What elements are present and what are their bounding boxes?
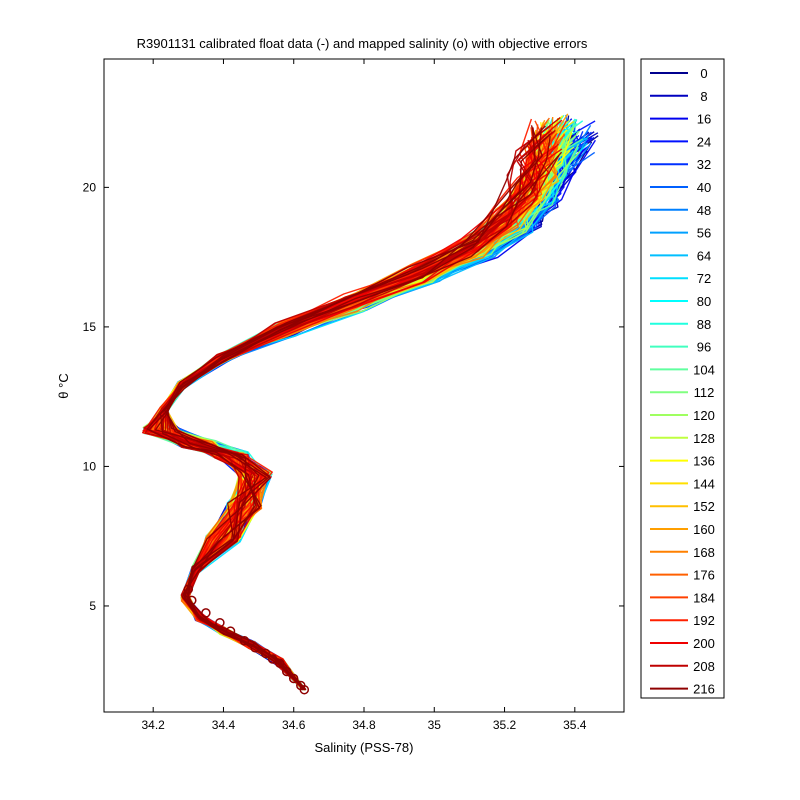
legend-label: 184	[693, 590, 715, 605]
y-axis-label: θ °C	[56, 373, 71, 398]
legend-label: 64	[697, 248, 711, 263]
legend-label: 56	[697, 226, 711, 241]
mapped-salinity-marker	[274, 658, 285, 668]
legend-label: 200	[693, 636, 715, 651]
x-axis-label: Salinity (PSS-78)	[315, 740, 414, 755]
mapped-salinity-marker	[250, 643, 260, 653]
legend-label: 192	[693, 613, 715, 628]
mapped-salinity-marker	[260, 648, 271, 659]
legend-label: 128	[693, 431, 715, 446]
x-tick-label: 34.8	[352, 718, 376, 732]
x-tick-label: 34.6	[282, 718, 306, 732]
legend-label: 72	[697, 271, 711, 286]
mapped-salinity-marker	[288, 673, 299, 684]
legend-box	[640, 58, 725, 699]
legend-label: 40	[697, 180, 711, 195]
mapped-salinity-marker	[296, 680, 306, 691]
mapped-salinity-markers	[183, 584, 310, 695]
profile-line	[163, 136, 551, 691]
mapped-salinity-marker	[183, 584, 194, 594]
x-tick-label: 35.4	[563, 718, 587, 732]
legend-label: 152	[693, 499, 715, 514]
y-tick-label: 5	[89, 599, 96, 613]
mapped-salinity-marker	[239, 636, 250, 646]
legend-label: 96	[697, 340, 711, 355]
mapped-salinity-marker	[225, 626, 236, 636]
legend: 0 8 16 24 32 40 48 56 64 72 80 88 96 104 112 120 128 136 1…	[650, 66, 715, 697]
x-tick-label: 34.2	[142, 718, 166, 732]
mapped-salinity-marker	[281, 666, 292, 677]
mapped-salinity-marker	[267, 654, 278, 664]
legend-label: 48	[697, 203, 711, 218]
legend-label: 104	[693, 362, 715, 377]
legend-label: 144	[693, 476, 715, 491]
x-tick-label: 35.2	[493, 718, 517, 732]
profile-lines	[141, 113, 599, 691]
x-axis: 34.2 34.4 34.6 34.8 35 35.2 35.4	[142, 59, 587, 732]
legend-label: 120	[693, 408, 715, 423]
legend-label: 80	[697, 294, 711, 309]
mapped-salinity-marker	[215, 617, 225, 628]
chart-title: R3901131 calibrated float data (-) and m…	[137, 36, 588, 51]
mapped-salinity-marker	[201, 608, 211, 618]
y-tick-label: 20	[83, 180, 97, 194]
legend-label: 176	[693, 568, 715, 583]
legend-label: 32	[697, 157, 711, 172]
x-tick-label: 35	[428, 718, 442, 732]
mapped-salinity-marker	[187, 595, 197, 606]
legend-label: 8	[700, 89, 707, 104]
legend-label: 24	[697, 134, 711, 149]
y-tick-label: 10	[83, 459, 97, 473]
legend-label: 136	[693, 454, 715, 469]
legend-label: 208	[693, 659, 715, 674]
legend-label: 168	[693, 545, 715, 560]
y-tick-label: 15	[83, 320, 97, 334]
x-tick-label: 34.4	[212, 718, 236, 732]
legend-label: 160	[693, 522, 715, 537]
legend-label: 16	[697, 112, 711, 127]
legend-label: 112	[694, 385, 715, 400]
legend-label: 0	[700, 66, 707, 81]
y-axis: 5 10 15 20	[83, 180, 624, 613]
legend-label: 88	[697, 317, 711, 332]
legend-label: 216	[693, 682, 715, 697]
